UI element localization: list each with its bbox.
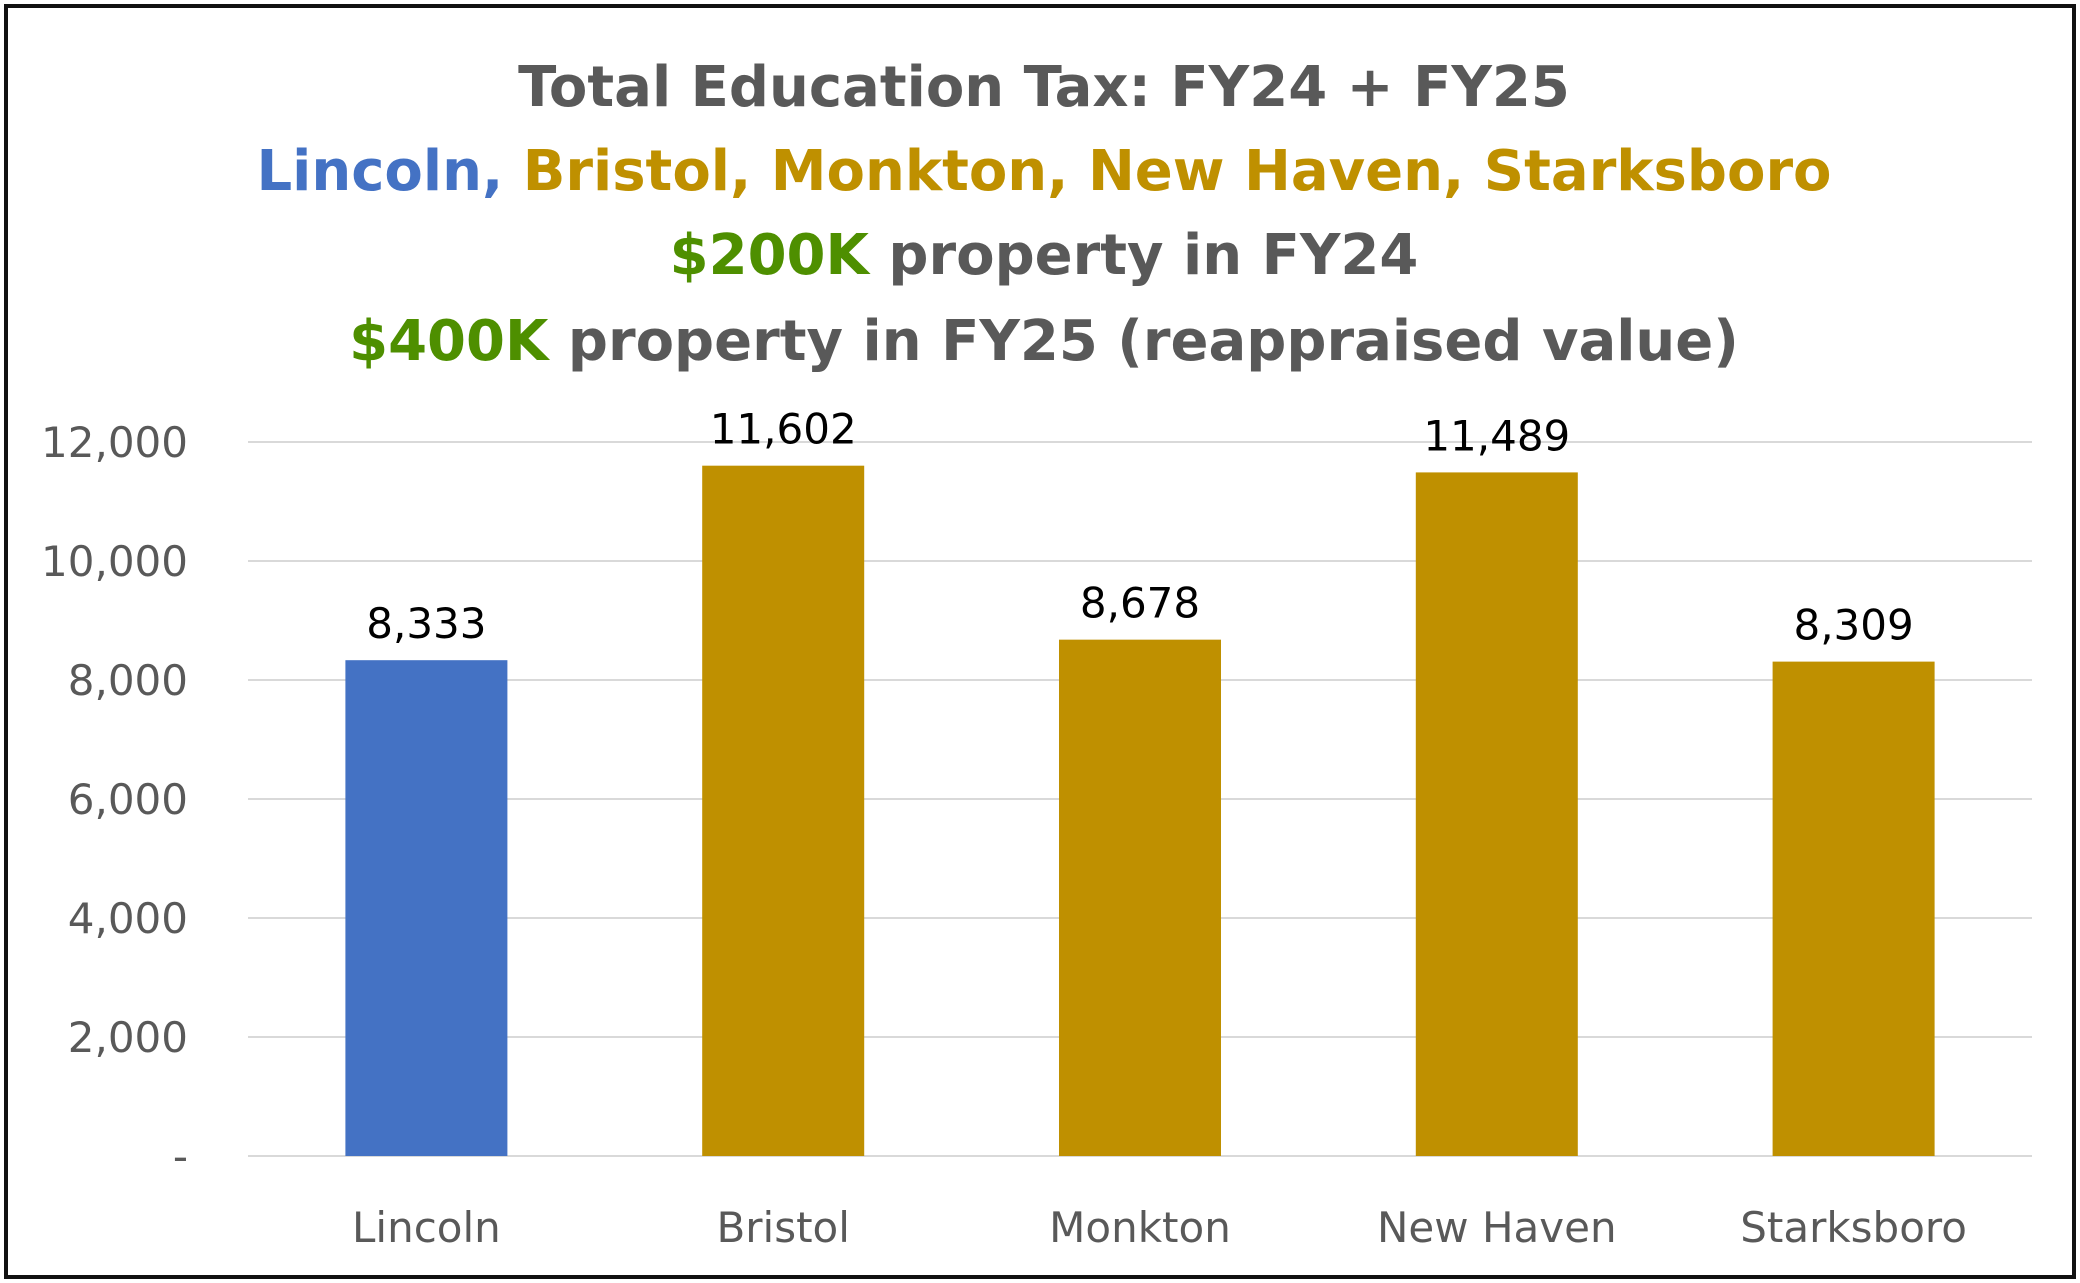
data-label: 11,602 xyxy=(710,405,857,454)
data-label: 8,309 xyxy=(1793,601,1913,650)
title-lincoln: Lincoln, xyxy=(256,139,504,204)
chart-title-line-3: $200K property in FY24 xyxy=(8,220,2080,292)
data-label: 8,333 xyxy=(366,599,486,648)
y-tick-label: 6,000 xyxy=(68,775,188,824)
y-tick-label: 12,000 xyxy=(41,418,188,467)
y-tick-label: 2,000 xyxy=(68,1013,188,1062)
chart-title-line-2: Lincoln, Bristol, Monkton, New Haven, St… xyxy=(8,136,2080,208)
x-category-label: Lincoln xyxy=(352,1203,501,1252)
title-fy25-text: property in FY25 (reappraised value) xyxy=(567,309,1739,374)
y-tick-label: - xyxy=(173,1132,188,1181)
bar xyxy=(1772,661,1935,1156)
x-category-label: Monkton xyxy=(1049,1203,1231,1252)
title-main: Total Education Tax: FY24 + FY25 xyxy=(518,55,1570,120)
y-tick-label: 10,000 xyxy=(41,537,188,586)
bar xyxy=(1059,639,1221,1156)
title-fy24-amount: $200K xyxy=(669,223,869,288)
bar xyxy=(702,465,865,1156)
chart-title-line-4: $400K property in FY25 (reappraised valu… xyxy=(8,306,2080,378)
title-other-towns: Bristol, Monkton, New Haven, Starksboro xyxy=(522,139,1832,204)
x-category-label: New Haven xyxy=(1377,1203,1617,1252)
y-tick-label: 8,000 xyxy=(68,656,188,705)
bar-chart: - 2,000 4,000 6,000 8,000 10,000 12,000 8,333 Li… xyxy=(41,405,2032,1252)
data-label: 11,489 xyxy=(1423,411,1570,460)
data-label: 8,678 xyxy=(1080,579,1200,628)
title-fy24-text: property in FY24 xyxy=(888,223,1419,288)
title-fy25-amount: $400K xyxy=(349,309,549,374)
bar xyxy=(1415,472,1578,1156)
x-category-label: Bristol xyxy=(716,1203,849,1252)
y-tick-label: 4,000 xyxy=(68,894,188,943)
x-category-label: Starksboro xyxy=(1740,1203,1967,1252)
chart-title-line-1: Total Education Tax: FY24 + FY25 xyxy=(8,52,2080,124)
bar xyxy=(345,660,508,1156)
chart-frame: Total Education Tax: FY24 + FY25 Lincoln… xyxy=(4,4,2076,1279)
